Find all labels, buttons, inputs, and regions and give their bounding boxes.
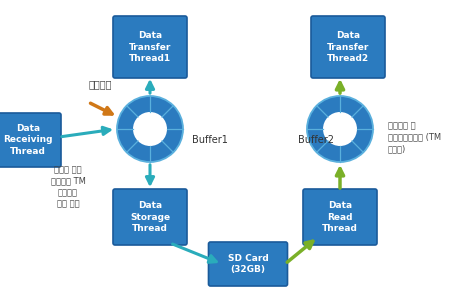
Text: Data
Read
Thread: Data Read Thread [322,201,358,233]
Text: Data
Receiving
Thread: Data Receiving Thread [3,124,53,156]
Circle shape [117,96,183,162]
Text: 영상은 통신
두절시만 TM
데이터는
상시 저장: 영상은 통신 두절시만 TM 데이터는 상시 저장 [50,165,85,209]
Text: SD Card
(32GB): SD Card (32GB) [228,254,268,274]
Circle shape [133,112,167,146]
Circle shape [307,96,373,162]
Text: Data
Transfer
Thread1: Data Transfer Thread1 [129,32,171,62]
Text: Data
Transfer
Thread2: Data Transfer Thread2 [327,32,369,62]
Circle shape [323,112,357,146]
FancyBboxPatch shape [303,189,377,245]
FancyBboxPatch shape [0,113,61,167]
Text: 통신복구 후
저장데이터전송 (TM
데이터): 통신복구 후 저장데이터전송 (TM 데이터) [388,121,441,153]
Text: 정상운용: 정상운용 [88,79,112,89]
FancyBboxPatch shape [113,16,187,78]
FancyBboxPatch shape [208,242,288,286]
FancyBboxPatch shape [113,189,187,245]
Text: Buffer2: Buffer2 [298,135,334,145]
FancyBboxPatch shape [311,16,385,78]
Text: Data
Storage
Thread: Data Storage Thread [130,201,170,233]
Text: Buffer1: Buffer1 [192,135,228,145]
